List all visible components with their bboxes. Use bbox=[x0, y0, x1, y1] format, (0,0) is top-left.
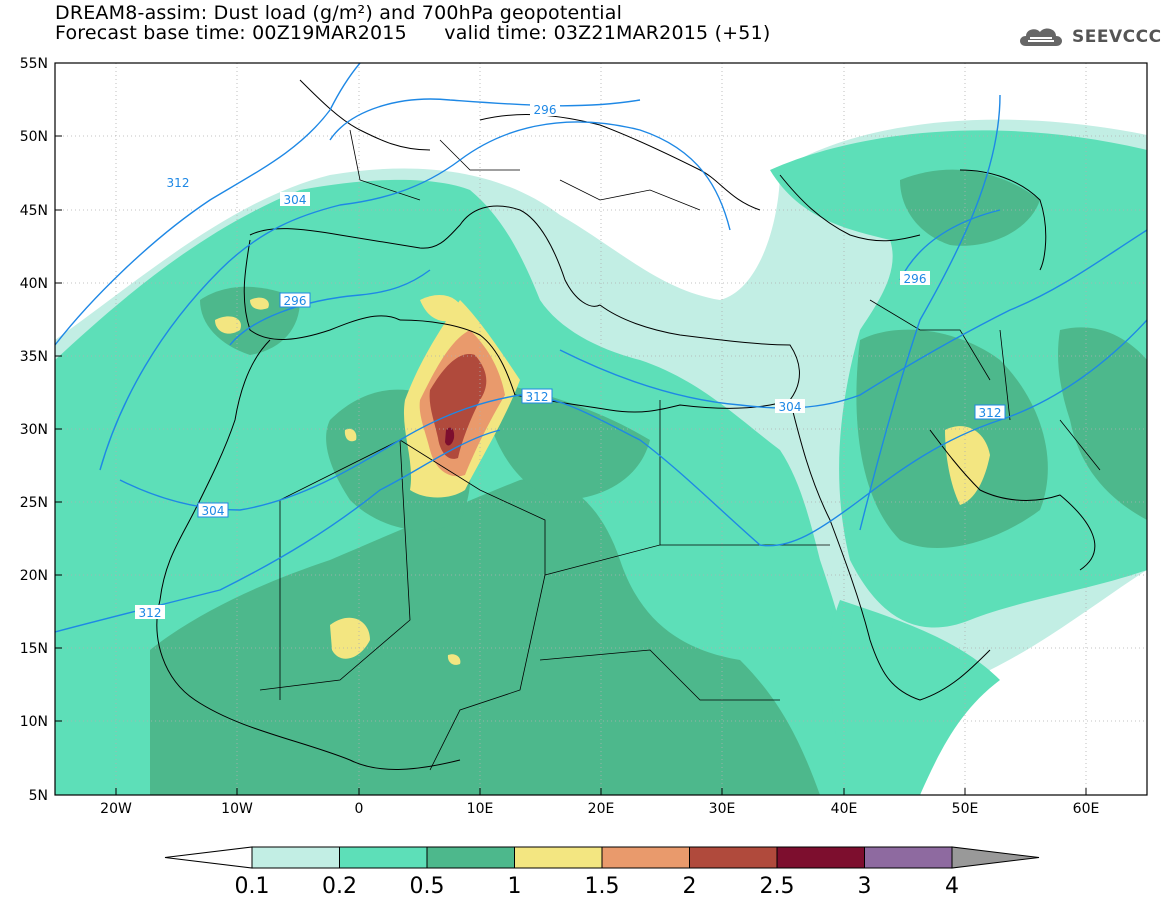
map-subtitle: Forecast base time: 00Z19MAR2015 valid t… bbox=[55, 22, 771, 44]
colorbar-label: 3 bbox=[858, 874, 872, 899]
lon-tick-label: 60E bbox=[1073, 801, 1100, 817]
colorbar-swatch bbox=[776, 846, 865, 869]
lat-tick-label: 40N bbox=[20, 276, 48, 292]
colorbar-swatch bbox=[864, 846, 953, 869]
lat-tick-label: 50N bbox=[20, 129, 48, 145]
lat-tick-label: 55N bbox=[20, 56, 48, 72]
contour-label: 296 bbox=[904, 272, 927, 286]
tick-marks bbox=[55, 135, 1087, 795]
colorbar-label: 2 bbox=[683, 874, 697, 899]
seevccc-logo: SEEVCCC bbox=[1016, 24, 1162, 50]
colorbar-swatch bbox=[251, 846, 340, 869]
lat-tick-label: 35N bbox=[20, 349, 48, 365]
lon-tick-label: 20E bbox=[588, 801, 615, 817]
lon-tick-label: 50E bbox=[952, 801, 979, 817]
cloud-icon bbox=[1020, 28, 1062, 46]
colorbar-label: 0.2 bbox=[322, 874, 357, 899]
colorbar-swatch bbox=[426, 846, 515, 869]
colorbar-label: 2.5 bbox=[760, 874, 795, 899]
colorbar-label: 4 bbox=[945, 874, 959, 899]
contour-label: 312 bbox=[979, 406, 1002, 420]
colorbar-label: 0.5 bbox=[410, 874, 445, 899]
logo-text: SEEVCCC bbox=[1072, 27, 1162, 47]
lon-tick-label: 30E bbox=[709, 801, 736, 817]
lat-tick-label: 5N bbox=[29, 788, 48, 804]
lon-tick-label: 20W bbox=[100, 801, 132, 817]
colorbar-over-triangle bbox=[951, 846, 1040, 869]
geopotential-contours bbox=[55, 63, 1147, 633]
colorbar-swatch bbox=[514, 846, 603, 869]
contour-label: 296 bbox=[534, 103, 557, 117]
contour-label: 304 bbox=[284, 193, 307, 207]
colorbar-swatch bbox=[689, 846, 778, 869]
colorbar-label: 1.5 bbox=[585, 874, 620, 899]
contour-label: 296 bbox=[284, 294, 307, 308]
lon-tick-label: 10W bbox=[221, 801, 253, 817]
contour-label: 304 bbox=[779, 400, 802, 414]
contour-label: 304 bbox=[202, 504, 225, 518]
base-time: Forecast base time: 00Z19MAR2015 bbox=[55, 22, 407, 44]
lon-tick-label: 10E bbox=[467, 801, 494, 817]
lat-tick-label: 30N bbox=[20, 422, 48, 438]
contour-labels: 296 304 312 296 304 312 296 304 312 312 bbox=[135, 102, 1006, 620]
map-title: DREAM8-assim: Dust load (g/m²) and 700hP… bbox=[55, 2, 623, 24]
lon-tick-label: 40E bbox=[831, 801, 858, 817]
valid-time: valid time: 03Z21MAR2015 (+51) bbox=[444, 22, 771, 44]
colorbar-swatch bbox=[339, 846, 428, 869]
contour-label: 312 bbox=[167, 176, 190, 190]
colorbar-under-triangle bbox=[164, 846, 253, 869]
lat-tick-label: 20N bbox=[20, 568, 48, 584]
colorbar-label: 1 bbox=[508, 874, 522, 899]
lat-tick-label: 15N bbox=[20, 641, 48, 657]
colorbar-swatch bbox=[601, 846, 690, 869]
contour-label: 312 bbox=[526, 390, 549, 404]
lat-tick-label: 25N bbox=[20, 495, 48, 511]
contour-label: 312 bbox=[139, 606, 162, 620]
lat-tick-label: 45N bbox=[20, 203, 48, 219]
lat-tick-label: 10N bbox=[20, 714, 48, 730]
lon-tick-label: 0 bbox=[355, 801, 364, 817]
lat-labels: 55N 50N 45N 40N 35N 30N 25N 20N 15N 10N … bbox=[20, 56, 48, 804]
colorbar: 0.1 0.2 0.5 1 1.5 2 2.5 3 4 bbox=[164, 846, 1040, 899]
lon-labels: 20W 10W 0 10E 20E 30E 40E 50E 60E bbox=[100, 801, 1099, 817]
colorbar-label: 0.1 bbox=[235, 874, 270, 899]
